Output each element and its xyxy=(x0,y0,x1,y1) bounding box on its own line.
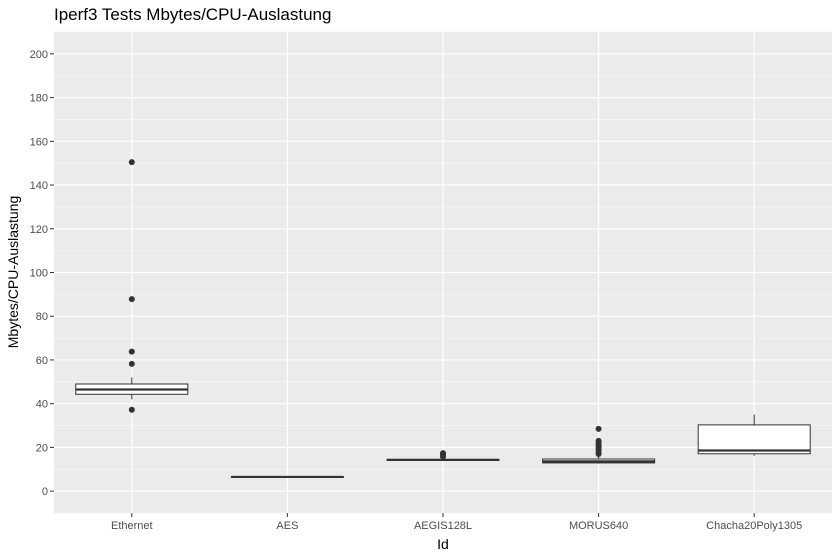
major-gridlines xyxy=(54,32,832,513)
x-tick-label: Chacha20Poly1305 xyxy=(706,520,802,532)
box-ethernet xyxy=(75,159,189,413)
y-tick-label: 200 xyxy=(30,49,48,61)
outlier-point xyxy=(595,437,602,444)
y-tick-label: 80 xyxy=(36,311,48,323)
box-aegis128l xyxy=(386,450,500,461)
x-axis: Ethernet AES AEGIS128L MORUS640 Chacha20Poly… xyxy=(111,513,802,532)
box-iqr xyxy=(697,424,811,455)
box-chacha20poly1305 xyxy=(697,414,811,456)
x-tick-label: AES xyxy=(276,520,298,532)
boxes-layer xyxy=(75,159,811,479)
x-tick-label: MORUS640 xyxy=(569,520,628,532)
x-tick-label: AEGIS128L xyxy=(414,520,472,532)
outlier-point xyxy=(128,406,135,413)
y-tick-label: 120 xyxy=(30,224,48,236)
y-axis-title: Mbytes/CPU-Auslastung xyxy=(5,196,21,349)
y-tick-label: 0 xyxy=(42,486,48,498)
box-morus640 xyxy=(542,425,656,464)
outlier-point xyxy=(128,159,135,166)
outlier-point xyxy=(128,348,135,355)
outlier-point xyxy=(128,296,135,303)
outlier-point xyxy=(595,425,602,432)
outlier-point xyxy=(440,450,446,457)
y-tick-label: 40 xyxy=(36,399,48,411)
y-tick-label: 180 xyxy=(30,93,48,105)
y-tick-label: 100 xyxy=(30,268,48,280)
chart-title: Iperf3 Tests Mbytes/CPU-Auslastung xyxy=(54,5,331,24)
y-tick-label: 60 xyxy=(36,355,48,367)
box-aes xyxy=(230,475,344,479)
y-tick-label: 160 xyxy=(30,136,48,148)
y-tick-label: 20 xyxy=(36,442,48,454)
outlier-point xyxy=(128,360,135,367)
x-axis-title: Id xyxy=(437,536,449,552)
y-tick-label: 140 xyxy=(30,180,48,192)
x-tick-label: Ethernet xyxy=(111,520,153,532)
y-axis: 0 20 40 60 80 100 120 140 160 180 200 xyxy=(30,49,54,498)
